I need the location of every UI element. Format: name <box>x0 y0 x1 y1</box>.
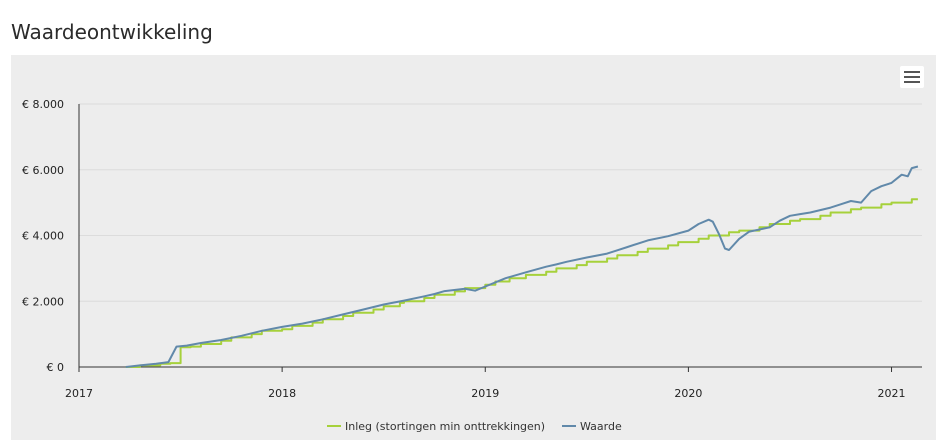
y-tick-label: € 0 <box>47 361 65 374</box>
legend-label: Waarde <box>580 420 622 433</box>
y-tick-label: € 8.000 <box>22 98 64 111</box>
legend[interactable]: Inleg (stortingen min onttrekkingen) Waar… <box>327 420 622 433</box>
series <box>125 165 919 368</box>
x-tick-label: 2017 <box>65 387 93 400</box>
page-title: Waardeontwikkeling <box>11 20 213 44</box>
legend-label: Inleg (stortingen min onttrekkingen) <box>345 420 545 433</box>
series-line-inleg <box>125 198 918 368</box>
x-tick-label: 2019 <box>471 387 499 400</box>
legend-item[interactable]: Inleg (stortingen min onttrekkingen) <box>327 420 545 433</box>
y-tick-label: € 6.000 <box>22 164 64 177</box>
y-tick-label: € 2.000 <box>22 295 64 308</box>
hamburger-menu-icon[interactable] <box>900 66 924 88</box>
x-tick-label: 2020 <box>674 387 702 400</box>
x-tick-label: 2018 <box>268 387 296 400</box>
series-line-waarde <box>125 165 919 368</box>
axes: € 0 € 2.000 € 4.000 € 6.000 € 8.000 2017 2018 2… <box>22 98 922 400</box>
legend-item[interactable]: Waarde <box>562 420 622 433</box>
x-tick-label: 2021 <box>878 387 906 400</box>
grid <box>79 103 922 302</box>
y-tick-label: € 4.000 <box>22 230 64 243</box>
chart-panel <box>11 55 936 440</box>
